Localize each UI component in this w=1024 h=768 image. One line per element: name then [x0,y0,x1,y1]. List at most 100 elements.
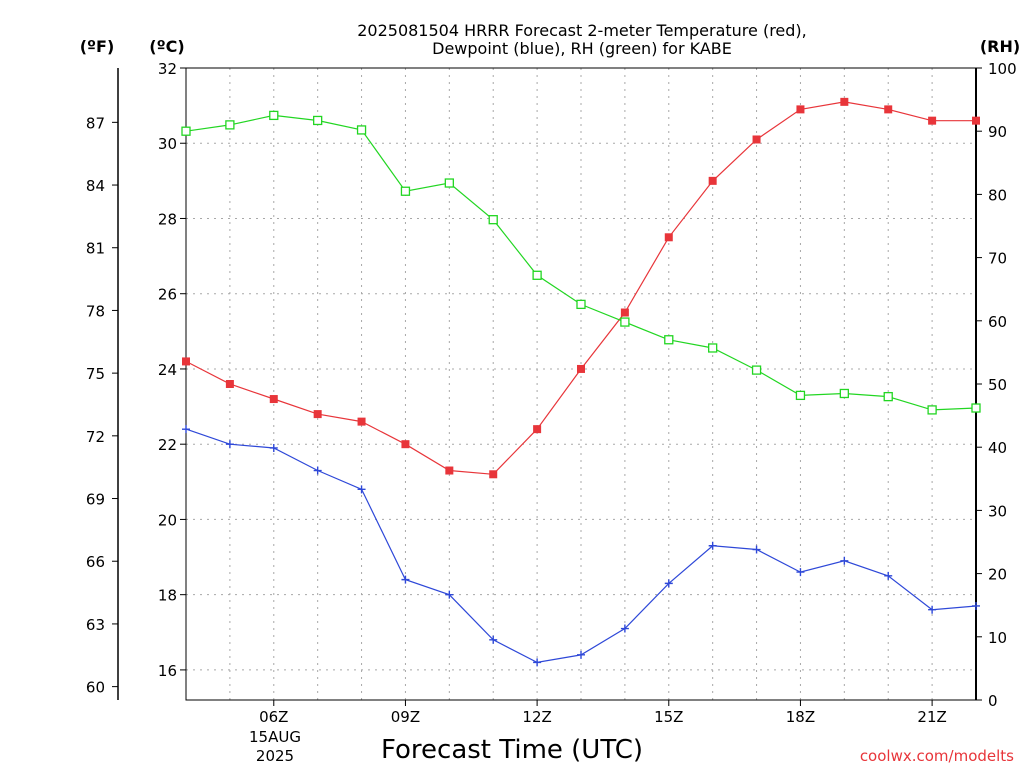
data-point [971,403,981,413]
celsius-tick-label: 26 [158,286,177,304]
data-point [927,405,937,415]
x-tick-label: 12Z [522,708,551,726]
celsius-tick-label: 22 [158,436,177,454]
chart-title: 2025081504 HRRR Forecast 2-meter Tempera… [357,21,807,58]
fahrenheit-tick-label: 84 [86,177,105,195]
x-axis-label: Forecast Time (UTC) [381,735,643,765]
data-point [884,105,893,114]
date-label-day: 15AUG [249,728,301,746]
x-tick-label: 15Z [654,708,683,726]
data-point [489,635,498,644]
fahrenheit-tick-label: 87 [86,114,105,132]
data-point [796,105,805,114]
x-tick-label: 06Z [259,708,288,726]
data-point [400,186,411,196]
data-point [489,470,498,479]
data-point [488,215,498,225]
series-layer [181,97,981,667]
data-point [795,390,806,401]
data-point [532,270,542,280]
fahrenheit-tick-label: 60 [86,679,105,697]
celsius-tick-label: 20 [158,511,177,529]
data-point [444,178,454,188]
fahrenheit-unit-label: (ºF) [80,37,115,56]
celsius-tick-label: 32 [158,60,177,78]
data-point [225,120,235,130]
data-point [445,590,454,599]
celsius-tick-label: 18 [158,587,177,605]
data-point [883,391,893,402]
rh-tick-label: 10 [988,629,1007,647]
data-point [752,545,761,554]
data-point [269,443,278,452]
data-point [269,395,278,404]
data-point [225,440,234,449]
fahrenheit-tick-label: 69 [86,491,105,509]
data-point [577,364,585,373]
x-tick-label: 18Z [786,708,815,726]
data-point [576,299,586,310]
rh-tick-label: 70 [988,250,1007,268]
data-point [620,624,629,633]
data-point [708,176,717,185]
date-label-year: 2025 [256,747,294,765]
data-point [752,135,761,144]
data-point [313,466,322,475]
data-point [356,125,367,135]
data-point [620,308,629,317]
rh-tick-label: 30 [988,502,1007,520]
rh-tick-label: 90 [988,123,1007,141]
data-point [182,425,190,434]
fahrenheit-tick-label: 78 [86,302,105,320]
data-point [972,601,980,610]
data-point [839,388,849,399]
data-point [533,425,542,434]
celsius-tick-label: 16 [158,662,177,680]
data-point [928,605,937,614]
data-point [664,335,674,345]
data-point [181,126,191,136]
data-point [401,575,410,584]
data-point [401,440,410,449]
title-line-2: Dewpoint (blue), RH (green) for KABE [432,39,732,58]
data-point [182,357,190,366]
data-point [751,365,762,375]
data-point [533,658,542,667]
data-point [313,115,323,126]
data-point [357,485,366,494]
fahrenheit-tick-label: 72 [86,428,105,446]
axes: 06Z 09Z 12Z 15Z 18Z 21Z 16 18 20 22 24 26 28 30 32 60 63… [86,60,1017,726]
x-tick-label: 09Z [391,708,420,726]
celsius-tick-label: 30 [158,135,177,153]
data-point [225,380,234,388]
rh-tick-label: 80 [988,186,1007,204]
rh-tick-label: 60 [988,313,1007,331]
data-point [664,579,673,588]
grid [186,68,976,700]
rh-tick-label: 40 [988,439,1007,457]
fahrenheit-tick-label: 75 [86,365,105,383]
data-point [577,650,585,659]
rh-tick-label: 50 [988,376,1007,394]
data-point [445,466,454,475]
rh-unit-label: (RH) [980,37,1020,56]
data-point [664,233,673,242]
data-point [313,410,322,419]
data-point [357,417,366,426]
data-point [884,571,893,580]
data-point [796,568,805,577]
credit-label: coolwx.com/modelts [860,747,1014,765]
data-point [972,116,980,125]
celsius-tick-label: 24 [158,361,177,379]
rh-tick-label: 0 [988,692,998,710]
fahrenheit-tick-label: 63 [86,616,105,634]
data-point [620,317,630,327]
data-point [840,556,849,565]
rh-tick-label: 100 [988,60,1017,78]
celsius-tick-label: 28 [158,210,177,228]
celsius-unit-label: (ºC) [149,37,184,56]
data-point [269,110,279,121]
data-point [928,116,937,125]
fahrenheit-tick-label: 81 [86,240,105,258]
